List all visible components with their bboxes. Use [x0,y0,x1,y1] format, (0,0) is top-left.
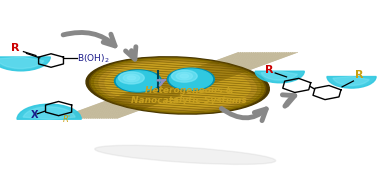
Circle shape [167,68,214,90]
Text: X: X [31,110,39,120]
Ellipse shape [95,145,276,164]
Ellipse shape [86,57,269,114]
Ellipse shape [91,58,264,112]
Ellipse shape [94,59,261,111]
Text: R': R' [62,115,70,124]
Text: B(OH)$_2$: B(OH)$_2$ [77,52,110,65]
Text: R: R [11,43,19,53]
Wedge shape [261,71,297,80]
Circle shape [176,72,192,80]
Wedge shape [327,77,376,88]
Wedge shape [23,107,75,119]
Wedge shape [0,57,50,71]
Text: Heterogeneous &: Heterogeneous & [145,86,233,95]
Ellipse shape [99,61,256,110]
Circle shape [123,74,139,82]
Text: R: R [355,70,364,80]
Circle shape [127,76,136,80]
Text: R: R [265,65,273,75]
Circle shape [119,72,144,84]
Wedge shape [0,57,44,69]
Circle shape [180,74,189,78]
Ellipse shape [90,58,266,113]
Circle shape [116,71,160,91]
Circle shape [169,69,212,89]
Wedge shape [17,104,81,119]
Text: Nanocatalytic Systems: Nanocatalytic Systems [131,96,247,105]
Wedge shape [255,71,304,83]
Circle shape [115,70,161,92]
Circle shape [172,70,197,82]
Wedge shape [333,77,369,85]
Ellipse shape [105,63,250,108]
